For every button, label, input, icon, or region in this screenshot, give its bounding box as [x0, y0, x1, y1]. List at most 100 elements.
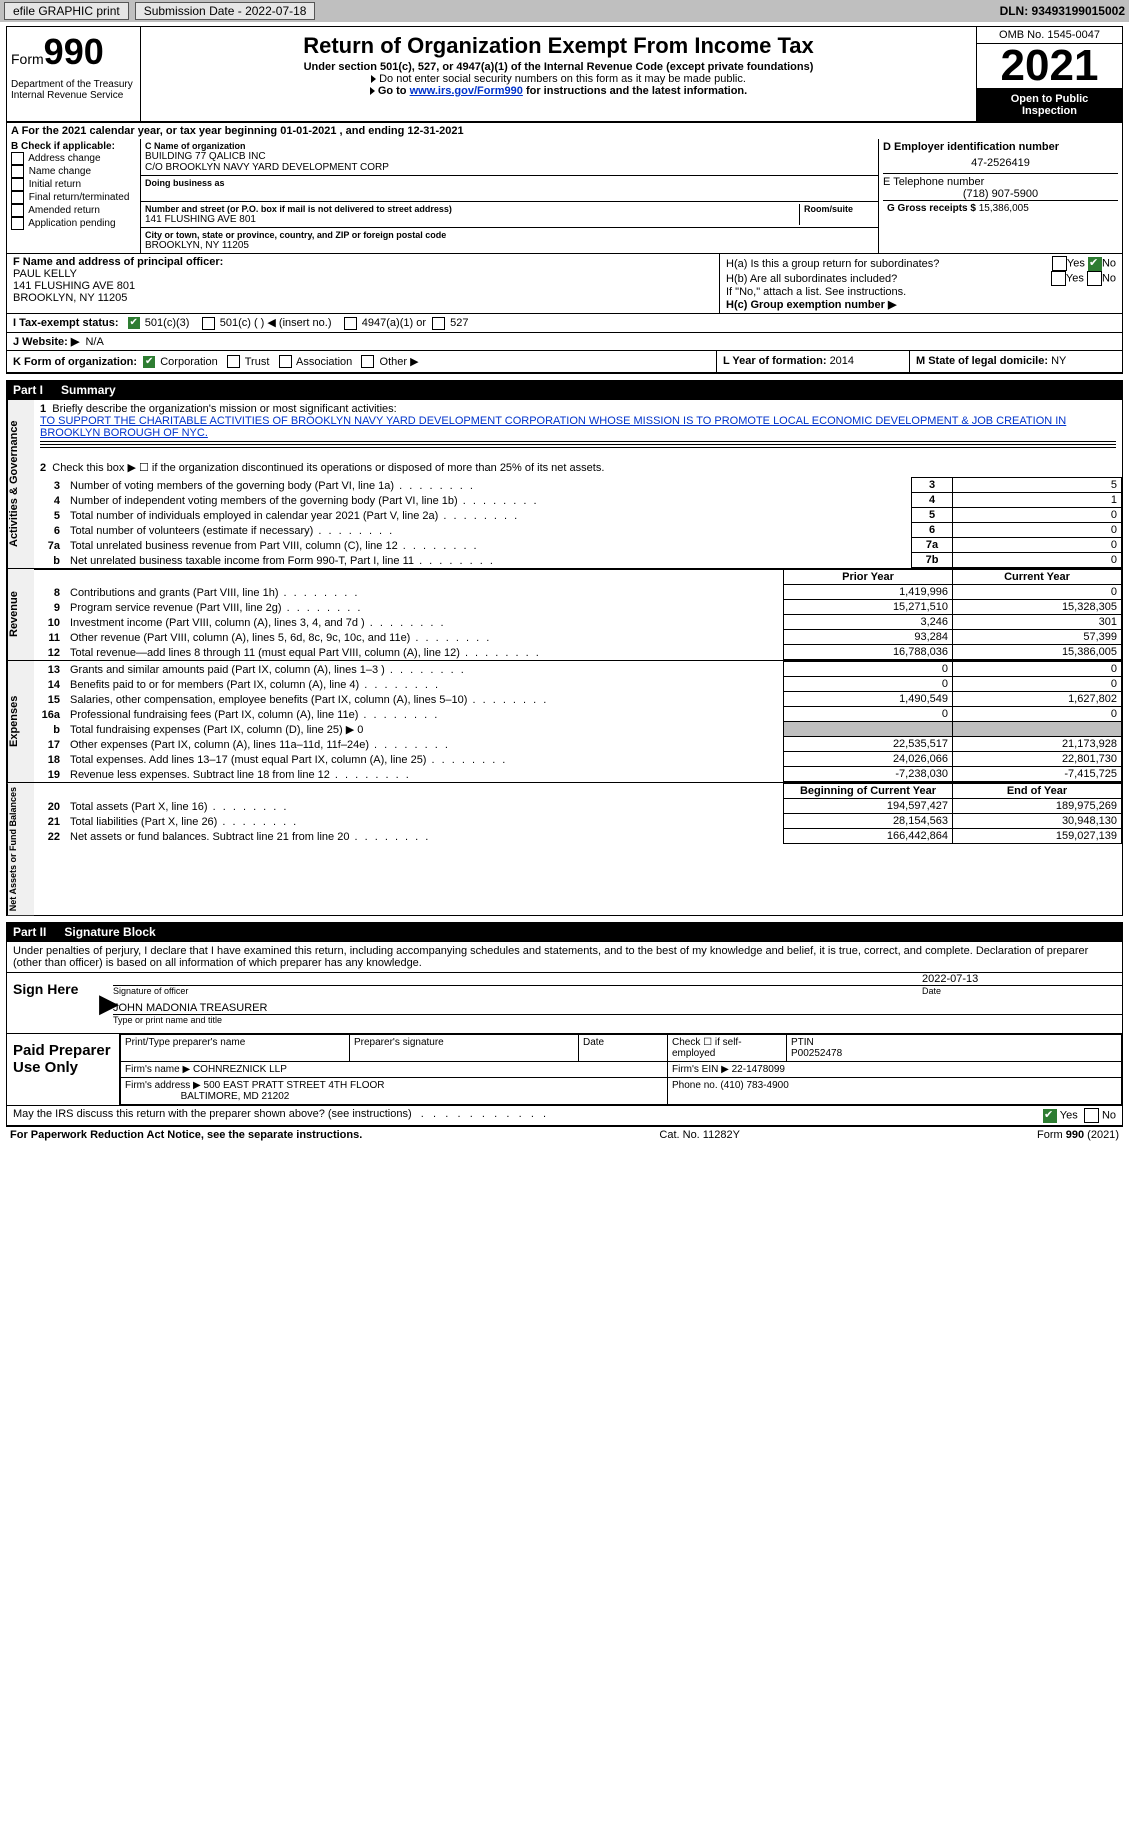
table-row: 22Net assets or fund balances. Subtract …: [34, 829, 1122, 844]
ptin-value: P00252478: [791, 1048, 842, 1059]
table-row: 14Benefits paid to or for members (Part …: [34, 677, 1122, 692]
vlabel-revenue: Revenue: [7, 569, 34, 660]
firm-addr2: BALTIMORE, MD 21202: [181, 1091, 290, 1102]
firm-ein: 22-1478099: [732, 1064, 785, 1075]
tax-exempt-row: I Tax-exempt status: ✔ 501(c)(3) 501(c) …: [6, 314, 1123, 333]
table-row: 3Number of voting members of the governi…: [34, 478, 1122, 493]
officer-print-name: JOHN MADONIA TREASURER: [113, 996, 1122, 1015]
firm-phone: (410) 783-4900: [720, 1080, 788, 1091]
vlabel-activities: Activities & Governance: [7, 400, 34, 568]
officer-addr2: BROOKLYN, NY 11205: [13, 292, 713, 304]
paid-preparer-table: Print/Type preparer's name Preparer's si…: [120, 1034, 1122, 1105]
table-row: bTotal fundraising expenses (Part IX, co…: [34, 722, 1122, 737]
hb-yes[interactable]: [1051, 271, 1066, 286]
netassets-table: Beginning of Current YearEnd of Year20To…: [34, 783, 1122, 844]
sig-date: 2022-07-13: [922, 973, 1122, 986]
table-row: 20Total assets (Part X, line 16)194,597,…: [34, 799, 1122, 814]
irs-link[interactable]: www.irs.gov/Form990: [410, 85, 523, 97]
officer-name: PAUL KELLY: [13, 268, 713, 280]
form-subtitle: Under section 501(c), 527, or 4947(a)(1)…: [145, 61, 972, 73]
block-h: H(a) Is this a group return for subordin…: [720, 254, 1122, 313]
activities-table: 3Number of voting members of the governi…: [34, 477, 1122, 568]
vlabel-expenses: Expenses: [7, 661, 34, 782]
table-row: 6Total number of volunteers (estimate if…: [34, 523, 1122, 538]
table-row: 7aTotal unrelated business revenue from …: [34, 538, 1122, 553]
year-formation: 2014: [830, 355, 854, 367]
firm-name: COHNREZNICK LLP: [193, 1064, 287, 1075]
state-domicile: NY: [1051, 355, 1066, 367]
chk-assoc[interactable]: [279, 355, 292, 368]
table-row: 10Investment income (Part VIII, column (…: [34, 615, 1122, 630]
dept-treasury: Department of the Treasury: [11, 79, 136, 90]
form-header: Form990 Department of the Treasury Inter…: [6, 26, 1123, 123]
discuss-no[interactable]: [1084, 1108, 1099, 1123]
part2-header: Part II Signature Block: [6, 922, 1123, 942]
tax-year: 2021: [977, 44, 1122, 89]
chk-name-change[interactable]: [11, 165, 24, 178]
revenue-table: Prior YearCurrent Year8Contributions and…: [34, 569, 1122, 660]
period-row: A For the 2021 calendar year, or tax yea…: [6, 123, 1123, 139]
table-row: 8Contributions and grants (Part VIII, li…: [34, 585, 1122, 600]
block-c: C Name of organization BUILDING 77 QALIC…: [141, 139, 878, 253]
discuss-yes[interactable]: [1043, 1109, 1057, 1123]
chk-final-return[interactable]: [11, 191, 24, 204]
org-name-2: C/O BROOKLYN NAVY YARD DEVELOPMENT CORP: [145, 162, 874, 173]
chk-trust[interactable]: [227, 355, 240, 368]
dln-label: DLN: 93493199015002: [1000, 4, 1125, 18]
telephone: (718) 907-5900: [883, 188, 1118, 200]
expenses-table: 13Grants and similar amounts paid (Part …: [34, 661, 1122, 782]
hb-no[interactable]: [1087, 271, 1102, 286]
street-address: 141 FLUSHING AVE 801: [145, 214, 795, 225]
chk-501c3[interactable]: ✔: [128, 317, 140, 329]
chk-501c[interactable]: [202, 317, 215, 330]
note-goto-post: for instructions and the latest informat…: [523, 85, 747, 97]
table-row: 5Total number of individuals employed in…: [34, 508, 1122, 523]
table-row: 16aProfessional fundraising fees (Part I…: [34, 707, 1122, 722]
efile-print-button[interactable]: efile GRAPHIC print: [4, 2, 129, 20]
chk-initial-return[interactable]: [11, 178, 24, 191]
website-row: J Website: ▶ N/A: [6, 333, 1123, 351]
form-title: Return of Organization Exempt From Incom…: [145, 33, 972, 59]
chk-4947[interactable]: [344, 317, 357, 330]
chk-other[interactable]: [361, 355, 374, 368]
table-row: bNet unrelated business taxable income f…: [34, 553, 1122, 568]
table-row: 21Total liabilities (Part X, line 26)28,…: [34, 814, 1122, 829]
table-row: 13Grants and similar amounts paid (Part …: [34, 662, 1122, 677]
paid-preparer-label: Paid Preparer Use Only: [7, 1034, 120, 1105]
chk-527[interactable]: [432, 317, 445, 330]
ha-yes[interactable]: [1052, 256, 1067, 271]
klm-row: K Form of organization: ✔ Corporation Tr…: [6, 351, 1123, 375]
block-b: B Check if applicable: Address change Na…: [7, 139, 141, 253]
part1-header: Part I Summary: [6, 380, 1123, 400]
block-d: D Employer identification number 47-2526…: [878, 139, 1122, 253]
ein-value: 47-2526419: [883, 153, 1118, 173]
open-public-1: Open to Public: [979, 93, 1120, 105]
chk-amended[interactable]: [11, 204, 24, 217]
irs-label: Internal Revenue Service: [11, 90, 136, 101]
table-row: 17Other expenses (Part IX, column (A), l…: [34, 737, 1122, 752]
table-row: 19Revenue less expenses. Subtract line 1…: [34, 767, 1122, 782]
top-bar: efile GRAPHIC print Submission Date - 20…: [0, 0, 1129, 22]
vlabel-netassets: Net Assets or Fund Balances: [7, 783, 34, 915]
submission-date-button[interactable]: Submission Date - 2022-07-18: [135, 2, 316, 20]
chk-app-pending[interactable]: [11, 217, 24, 230]
table-row: 4Number of independent voting members of…: [34, 493, 1122, 508]
note-goto-pre: Go to: [378, 85, 410, 97]
org-name-1: BUILDING 77 QALICB INC: [145, 151, 874, 162]
gross-receipts: 15,386,005: [979, 203, 1029, 214]
mission-text: TO SUPPORT THE CHARITABLE ACTIVITIES OF …: [40, 415, 1066, 439]
firm-addr1: 500 EAST PRATT STREET 4TH FLOOR: [204, 1080, 385, 1091]
table-row: 11Other revenue (Part VIII, column (A), …: [34, 630, 1122, 645]
perjury-declaration: Under penalties of perjury, I declare th…: [7, 942, 1122, 972]
footer-row: For Paperwork Reduction Act Notice, see …: [6, 1126, 1123, 1143]
table-row: 18Total expenses. Add lines 13–17 (must …: [34, 752, 1122, 767]
chk-corp[interactable]: ✔: [143, 356, 155, 368]
sign-here-label: Sign Here: [7, 973, 99, 1033]
note-ssn: Do not enter social security numbers on …: [379, 73, 746, 85]
ha-no[interactable]: [1088, 257, 1102, 271]
officer-addr1: 141 FLUSHING AVE 801: [13, 280, 713, 292]
line2-text: Check this box ▶ ☐ if the organization d…: [52, 462, 604, 474]
may-irs-discuss: May the IRS discuss this return with the…: [13, 1108, 1043, 1123]
form-number: Form990: [11, 31, 136, 73]
chk-address-change[interactable]: [11, 152, 24, 165]
